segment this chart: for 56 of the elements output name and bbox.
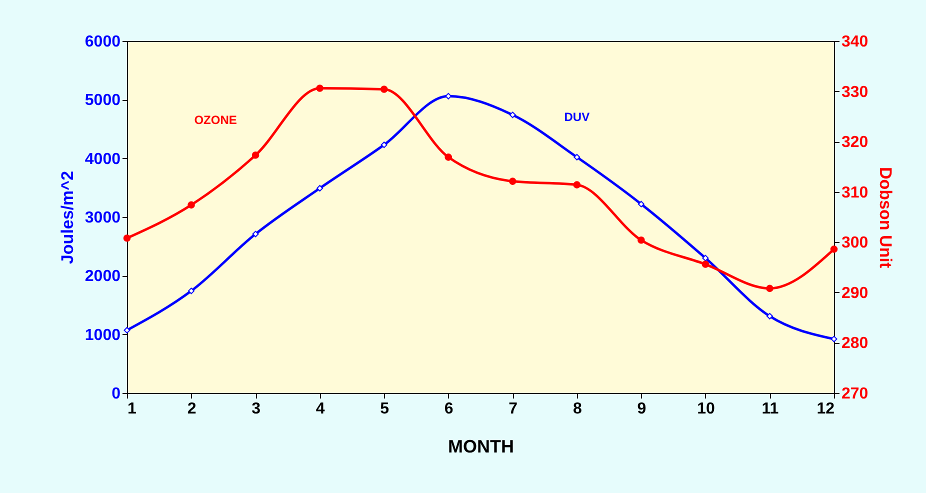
point [252,230,259,238]
point [380,86,388,93]
point [702,254,709,262]
x-tick-label: 2 [187,400,196,418]
x-tick-label: 5 [380,400,390,418]
point [188,201,195,209]
y-axis-title: Joules/m^2 [58,170,77,264]
y-tick-label: 6000 [84,34,121,50]
y2-tick-label: 330 [842,84,868,101]
point [766,312,773,320]
x-tick-label: 11 [762,400,779,418]
y2-tick-label: 340 [842,34,868,50]
y-tick-label: 2000 [84,268,121,286]
point [573,181,581,188]
point [638,200,644,208]
x-tick-label: 12 [816,400,835,418]
y2-tick-label: 270 [842,386,868,402]
point [702,260,710,268]
x-tick-label: 9 [637,400,646,418]
x-tick-label: 6 [444,400,454,418]
point [830,336,838,342]
x-tick-label: 7 [508,400,518,418]
y2-tick-label: 300 [842,234,868,252]
point [316,84,324,92]
x-tick-label: 3 [252,400,261,418]
point [123,234,131,242]
point [316,185,324,192]
series-label: DUV [564,110,590,124]
x-tick-label: 1 [128,400,136,418]
point [766,284,774,292]
point [508,178,516,185]
y2-tick-label: 310 [842,184,868,202]
y-tick-label: 4000 [84,150,121,168]
y2-tick-label: 320 [842,134,868,152]
text: OZONE [194,113,237,128]
point [830,246,838,253]
point [638,236,645,244]
x-tick-label: 8 [572,400,582,418]
point [574,154,580,160]
point [444,154,452,161]
y-tick-label: 3000 [84,210,121,226]
point [124,326,130,334]
point [509,112,516,118]
x-axis-title: MONTH [448,436,514,456]
y2-tick-label: 290 [842,284,868,302]
y-tick-label: 5000 [84,92,121,110]
point [380,142,388,148]
y2-axis-title: Dobson Unit [876,166,896,268]
point [252,151,260,159]
x-tick-label: 4 [316,400,325,418]
point [188,288,195,294]
y-tick-label: 0 [112,386,121,402]
y2-tick-label: 280 [842,335,868,352]
x-tick-label: 10 [697,400,715,418]
y-tick-label: 1000 [84,326,121,344]
point [445,92,452,100]
